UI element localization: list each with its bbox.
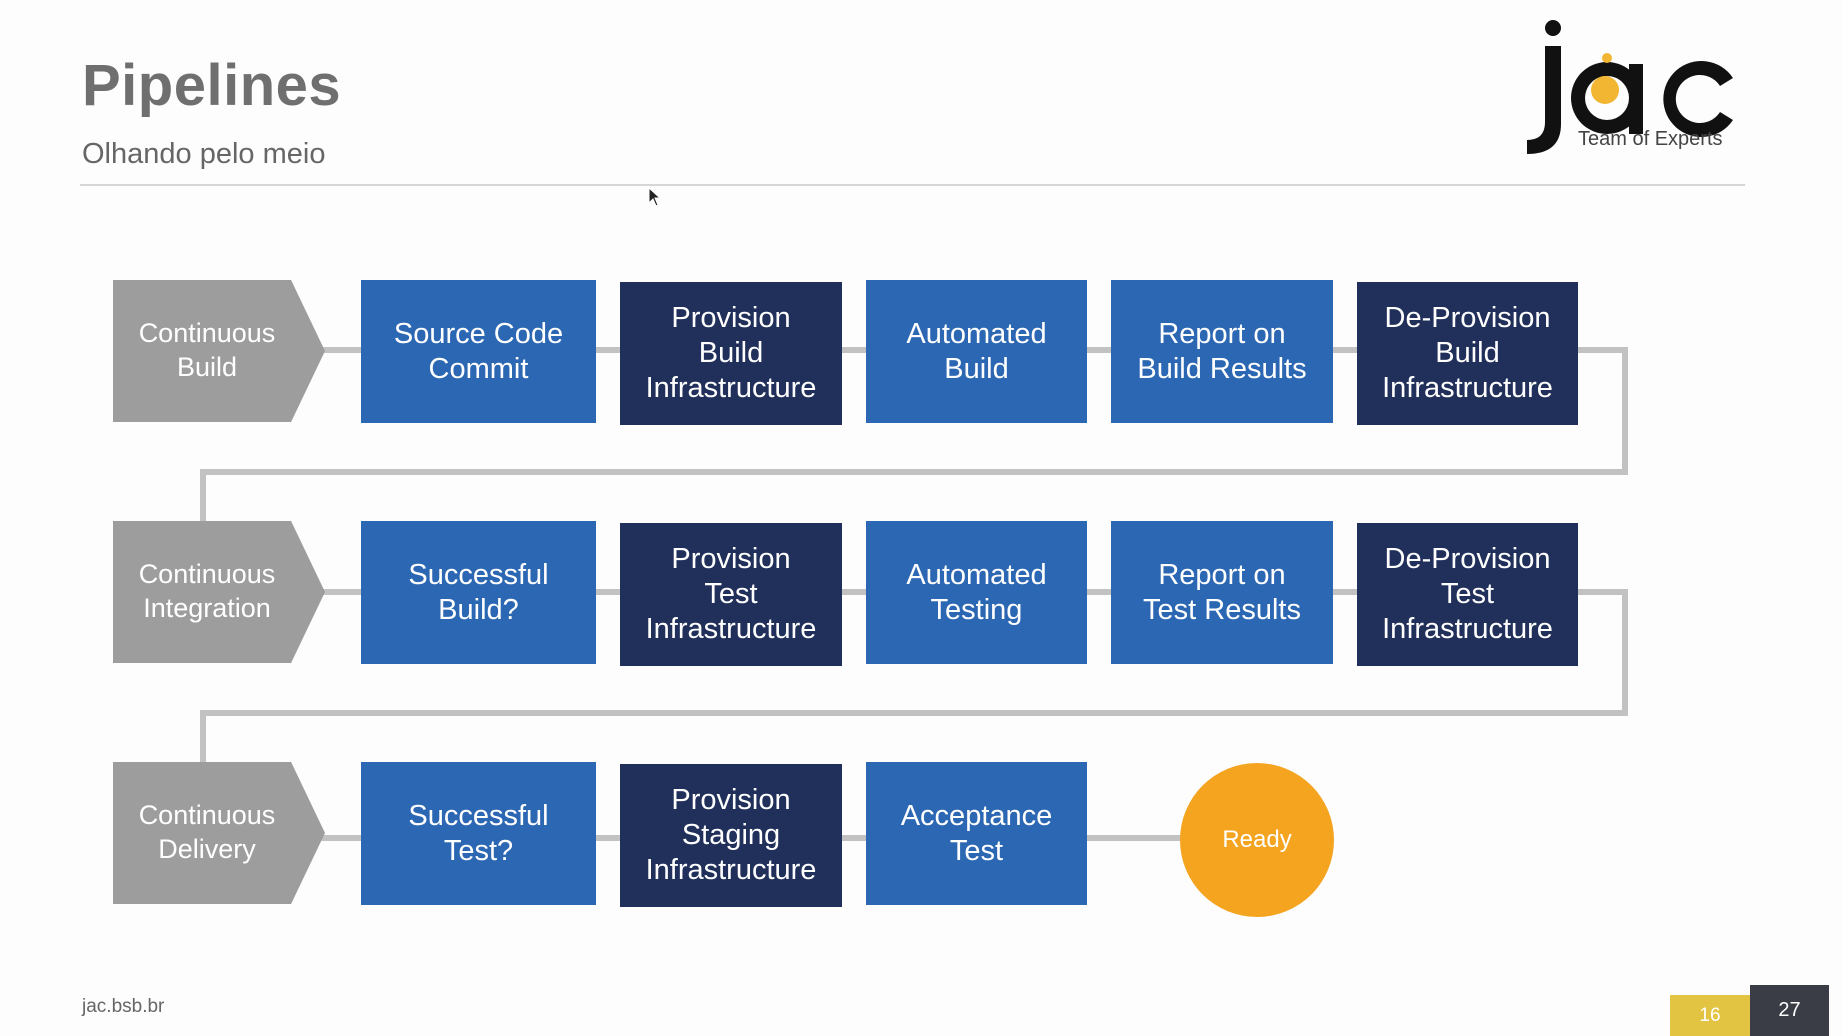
logo-tagline: Team of Experts [1578, 128, 1723, 150]
stage-continuous-delivery: Continuous Delivery [113, 762, 325, 904]
step-source-code-commit: Source Code Commit [361, 280, 596, 423]
step-deprovision-build-infrastructure: De-Provision Build Infrastructure [1357, 282, 1578, 425]
step-deprovision-test-infrastructure: De-Provision Test Infrastructure [1357, 523, 1578, 666]
step-automated-testing: Automated Testing [866, 521, 1087, 664]
stage-continuous-integration: Continuous Integration [113, 521, 325, 663]
step-acceptance-test: Acceptance Test [866, 762, 1087, 905]
mouse-pointer-icon [648, 187, 662, 207]
slide-subtitle: Olhando pelo meio [82, 138, 326, 170]
slide-title: Pipelines [82, 53, 342, 118]
step-report-test-results: Report on Test Results [1111, 521, 1333, 664]
step-report-build-results: Report on Build Results [1111, 280, 1333, 423]
footer-url: jac.bsb.br [82, 996, 165, 1017]
step-successful-test: Successful Test? [361, 762, 596, 905]
page-current: 16 [1670, 995, 1750, 1036]
page-total: 27 [1750, 985, 1829, 1036]
title-divider [80, 184, 1745, 186]
step-automated-build: Automated Build [866, 280, 1087, 423]
step-provision-staging-infrastructure: Provision Staging Infrastructure [620, 764, 842, 907]
step-provision-build-infrastructure: Provision Build Infrastructure [620, 282, 842, 425]
ready-circle: Ready [1180, 763, 1334, 917]
step-successful-build: Successful Build? [361, 521, 596, 664]
jac-logo [1527, 20, 1733, 154]
step-provision-test-infrastructure: Provision Test Infrastructure [620, 523, 842, 666]
stage-continuous-build: Continuous Build [113, 280, 325, 422]
